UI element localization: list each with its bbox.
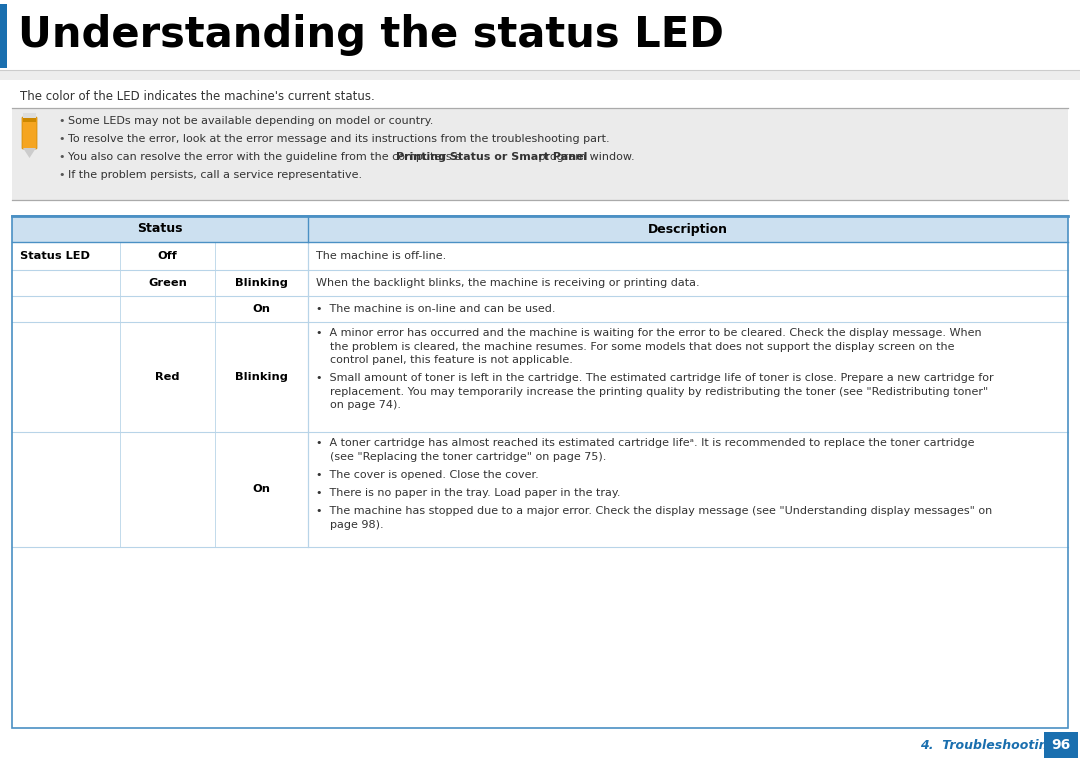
Text: (see "Replacing the toner cartridge" on page 75).: (see "Replacing the toner cartridge" on … <box>316 452 606 462</box>
Text: program window.: program window. <box>535 152 634 162</box>
Text: If the problem persists, call a service representative.: If the problem persists, call a service … <box>68 170 362 180</box>
Text: On: On <box>253 304 270 314</box>
Text: Status LED: Status LED <box>21 251 90 261</box>
Text: Understanding the status LED: Understanding the status LED <box>18 14 724 56</box>
Text: 4.  Troubleshooting: 4. Troubleshooting <box>920 739 1056 752</box>
Text: page 98).: page 98). <box>316 520 383 530</box>
Text: •  The machine has stopped due to a major error. Check the display message (see : • The machine has stopped due to a major… <box>316 506 993 517</box>
Text: On: On <box>253 485 270 494</box>
Text: The color of the LED indicates the machine's current status.: The color of the LED indicates the machi… <box>21 90 375 103</box>
Text: The machine is off-line.: The machine is off-line. <box>316 251 446 261</box>
Text: Description: Description <box>648 223 728 236</box>
Text: Red: Red <box>156 372 179 382</box>
Text: •  A toner cartridge has almost reached its estimated cartridge lifeᵃ. It is rec: • A toner cartridge has almost reached i… <box>316 438 974 448</box>
FancyBboxPatch shape <box>22 117 37 149</box>
Text: 96: 96 <box>1051 738 1070 752</box>
Text: Blinking: Blinking <box>235 372 288 382</box>
Text: Printing Status or Smart Panel: Printing Status or Smart Panel <box>396 152 588 162</box>
Text: You also can resolve the error with the guideline from the computers’s: You also can resolve the error with the … <box>68 152 464 162</box>
Text: •  The cover is opened. Close the cover.: • The cover is opened. Close the cover. <box>316 470 539 480</box>
Bar <box>12 108 1068 200</box>
Text: •: • <box>58 134 65 144</box>
Text: the problem is cleared, the machine resumes. For some models that does not suppo: the problem is cleared, the machine resu… <box>316 342 955 352</box>
Text: •: • <box>58 170 65 180</box>
Bar <box>12 216 1068 728</box>
Bar <box>23 118 36 122</box>
Text: To resolve the error, look at the error message and its instructions from the tr: To resolve the error, look at the error … <box>68 134 609 144</box>
Text: •  There is no paper in the tray. Load paper in the tray.: • There is no paper in the tray. Load pa… <box>316 488 621 498</box>
Text: replacement. You may temporarily increase the printing quality by redistributing: replacement. You may temporarily increas… <box>316 387 988 397</box>
Text: on page 74).: on page 74). <box>316 401 401 410</box>
Text: Off: Off <box>158 251 177 261</box>
Text: Green: Green <box>148 278 187 288</box>
Bar <box>0 70 1080 80</box>
Polygon shape <box>23 148 36 158</box>
Text: When the backlight blinks, the machine is receiving or printing data.: When the backlight blinks, the machine i… <box>316 278 700 288</box>
Text: •  A minor error has occurred and the machine is waiting for the error to be cle: • A minor error has occurred and the mac… <box>316 328 982 338</box>
Bar <box>23 113 36 119</box>
Bar <box>1044 732 1078 758</box>
Bar <box>0 4 6 68</box>
Bar <box>12 216 1068 242</box>
Text: control panel, this feature is not applicable.: control panel, this feature is not appli… <box>316 355 572 365</box>
Text: Some LEDs may not be available depending on model or country.: Some LEDs may not be available depending… <box>68 116 433 126</box>
Text: Status: Status <box>137 223 183 236</box>
Text: •  Small amount of toner is left in the cartridge. The estimated cartridge life : • Small amount of toner is left in the c… <box>316 373 994 383</box>
Text: •: • <box>58 152 65 162</box>
Text: Blinking: Blinking <box>235 278 288 288</box>
Text: •: • <box>58 116 65 126</box>
Text: •  The machine is on-line and can be used.: • The machine is on-line and can be used… <box>316 304 555 314</box>
